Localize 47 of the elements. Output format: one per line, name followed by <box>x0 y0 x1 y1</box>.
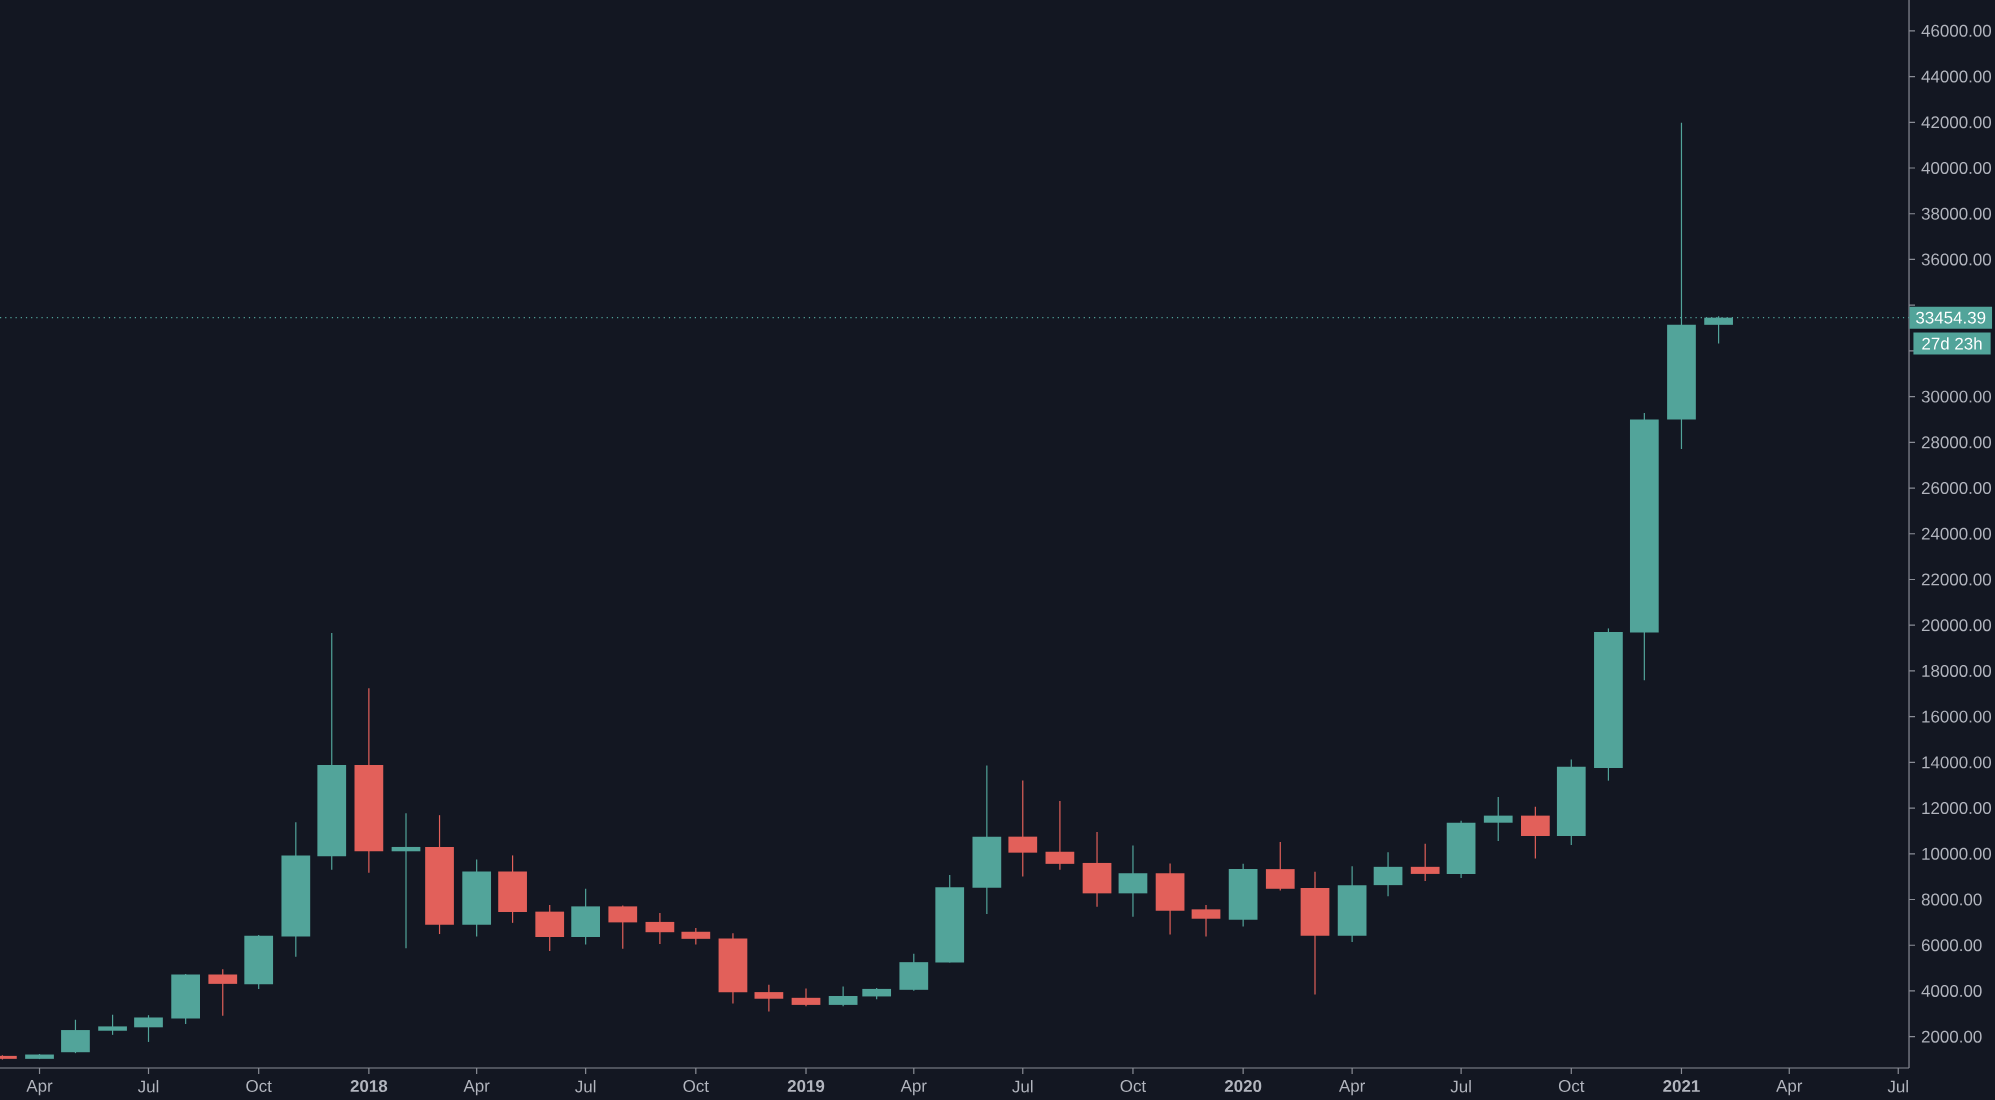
y-tick-label: 10000.00 <box>1922 847 1992 860</box>
x-tick-label: Apr <box>463 1080 490 1096</box>
ref-line-label: 33454.39 <box>1916 311 1986 324</box>
y-tick-label: 40000.00 <box>1921 162 1992 174</box>
x-tick-label: 2021 <box>1663 1080 1700 1093</box>
x-tick-label: Jul <box>1012 1080 1033 1093</box>
x-tick-label: Jul <box>1450 1080 1471 1093</box>
x-tick-label: Jul <box>137 1080 159 1093</box>
y-tick-label: 6000.00 <box>1921 939 1982 952</box>
y-tick-label: 16000.00 <box>1922 710 1992 723</box>
y-tick-label: 22000.00 <box>1921 573 1992 586</box>
x-tick-label: Jul <box>1887 1080 1908 1093</box>
x-tick-label: Jul <box>575 1080 596 1093</box>
y-tick-label: 12000.00 <box>1922 802 1992 815</box>
y-tick-label: 2000.00 <box>1921 1030 1982 1043</box>
y-tick-label: 42000.00 <box>1921 116 1992 129</box>
y-tick-label: 20000.00 <box>1921 619 1992 632</box>
x-tick-label: Apr <box>1776 1080 1803 1096</box>
x-tick-label: 2018 <box>350 1080 388 1093</box>
candlestick <box>391 812 421 949</box>
x-tick-label: Oct <box>246 1080 272 1093</box>
candlestick <box>791 987 821 1007</box>
y-tick-label: 18000.00 <box>1922 664 1992 677</box>
x-tick-label: Oct <box>1120 1080 1147 1093</box>
x-tick-label: Oct <box>683 1080 709 1093</box>
candlestick <box>754 984 784 1013</box>
y-tick-label: 36000.00 <box>1921 253 1992 266</box>
y-tick-label: 38000.00 <box>1921 207 1992 220</box>
candlestick <box>98 1014 127 1036</box>
y-tick-label: 8000.00 <box>1921 893 1982 906</box>
x-tick-label: Apr <box>900 1080 927 1096</box>
y-tick-label: 28000.00 <box>1921 436 1992 449</box>
y-tick-label: 14000.00 <box>1922 756 1992 769</box>
y-tick-label: 4000.00 <box>1921 984 1982 997</box>
candlestick <box>1483 796 1513 842</box>
y-tick-label: 24000.00 <box>1921 527 1992 540</box>
x-tick-label: Apr <box>26 1080 53 1096</box>
y-tick-label: 46000.00 <box>1921 24 1992 37</box>
y-tick-label: 30000.00 <box>1921 390 1992 403</box>
y-tick-label: 26000.00 <box>1921 482 1992 495</box>
x-tick-label: 2020 <box>1224 1080 1262 1093</box>
candlestick <box>1410 843 1440 882</box>
text: 27d 23h <box>1922 337 1982 350</box>
y-tick-label: 44000.00 <box>1921 70 1992 83</box>
x-tick-label: 2019 <box>787 1080 825 1093</box>
x-tick-label: Oct <box>1558 1080 1585 1093</box>
x-tick-label: Apr <box>1338 1080 1365 1096</box>
